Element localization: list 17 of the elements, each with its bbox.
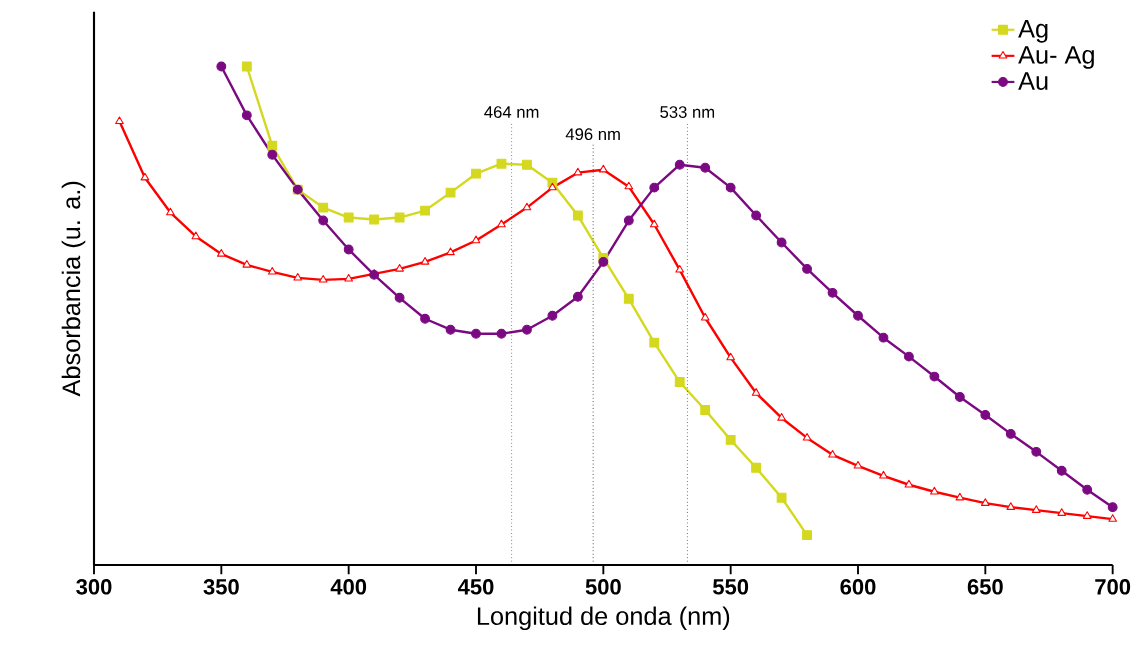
x-tick-label: 500 [585, 579, 621, 595]
x-tick-label: 650 [967, 579, 1003, 595]
x-tick-label: 700 [1095, 579, 1131, 595]
x-tick-label: 350 [203, 579, 239, 595]
legend-label: Au [1018, 72, 1048, 90]
legend-label: Ag [1018, 20, 1048, 43]
x-tick-label: 550 [712, 579, 749, 595]
legend-label: Au- Ag [1018, 46, 1094, 69]
x-tick-label: 400 [330, 579, 367, 595]
y-axis-title: Absorbancia (u. a.) [61, 181, 86, 397]
x-tick-label: 450 [457, 579, 494, 595]
ref-line-label: 533 nm [660, 106, 715, 118]
x-axis-title: Longitud de onda (nm) [477, 606, 730, 631]
ref-line-label: 496 nm [565, 128, 620, 141]
ref-line-label: 464 nm [484, 106, 539, 118]
x-tick-label: 300 [76, 579, 112, 595]
x-tick-label: 600 [840, 579, 876, 595]
